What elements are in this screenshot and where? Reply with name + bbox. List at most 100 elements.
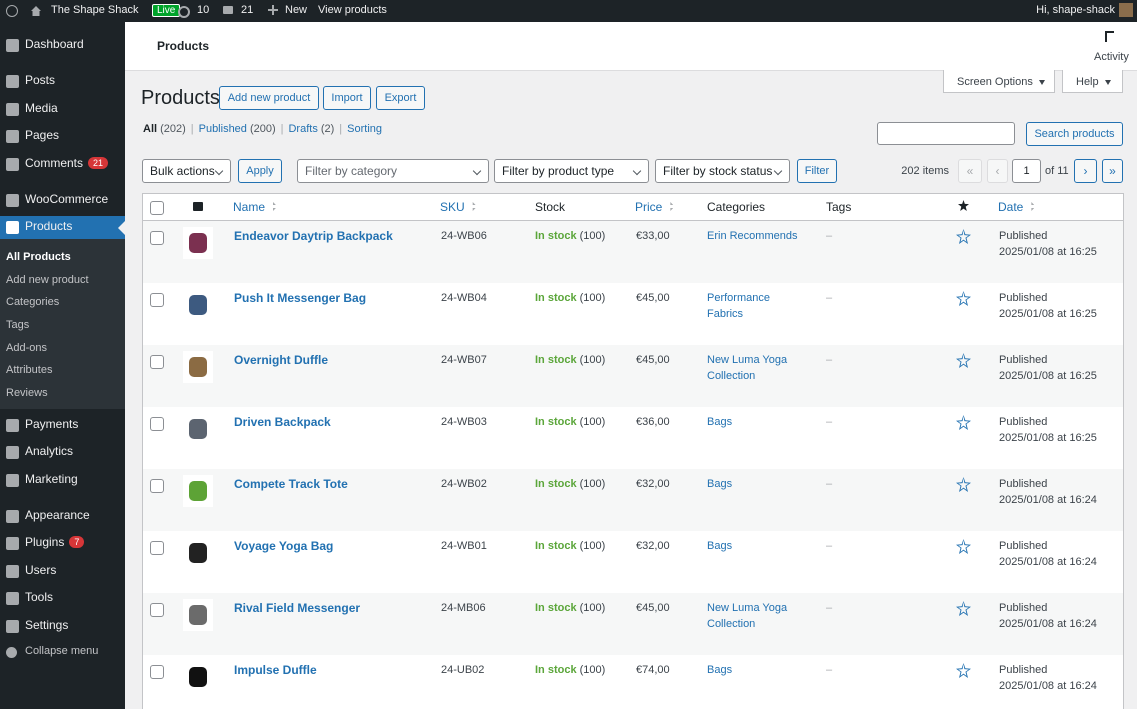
- row-checkbox[interactable]: [150, 355, 164, 369]
- caret: [1104, 80, 1111, 85]
- menu-item[interactable]: Pages: [25, 128, 59, 142]
- product-thumbnail[interactable]: [183, 537, 213, 569]
- last-page[interactable]: »: [1102, 159, 1123, 183]
- product-thumbnail[interactable]: [183, 227, 213, 259]
- select-all[interactable]: [150, 201, 164, 215]
- updates-icon[interactable]: [178, 6, 190, 18]
- new-plus[interactable]: [268, 5, 278, 15]
- menu-item[interactable]: Analytics: [25, 444, 73, 458]
- column-header[interactable]: Price: [635, 200, 674, 214]
- site-name[interactable]: The Shape Shack: [51, 4, 139, 16]
- product-thumbnail[interactable]: [183, 661, 213, 693]
- view-link[interactable]: Sorting: [347, 123, 382, 135]
- first-page[interactable]: «: [958, 159, 982, 183]
- product-name[interactable]: Endeavor Daytrip Backpack: [234, 229, 393, 243]
- categories[interactable]: Bags: [707, 416, 733, 428]
- view-link[interactable]: Published: [198, 123, 247, 135]
- submenu-item[interactable]: Attributes: [6, 364, 53, 376]
- categories[interactable]: Erin Recommends: [707, 230, 798, 242]
- row-checkbox[interactable]: [150, 417, 164, 431]
- filter-button[interactable]: Filter: [797, 159, 837, 183]
- screen-options[interactable]: Screen Options: [943, 70, 1055, 93]
- row-checkbox[interactable]: [150, 231, 164, 245]
- column-header[interactable]: Name: [233, 200, 277, 214]
- menu-item[interactable]: Tools: [25, 590, 53, 604]
- row-checkbox[interactable]: [150, 665, 164, 679]
- stock: In stock (100): [535, 602, 605, 614]
- product-name[interactable]: Overnight Duffle: [234, 353, 329, 367]
- collapse-menu[interactable]: Collapse menu: [25, 645, 99, 657]
- submenu-item[interactable]: Add-ons: [6, 342, 47, 354]
- page-button[interactable]: Export: [376, 86, 425, 110]
- help[interactable]: Help: [1062, 70, 1123, 93]
- page-button[interactable]: Add new product: [219, 86, 319, 110]
- categories[interactable]: Performance Fabrics: [707, 292, 770, 320]
- activity[interactable]: Activity: [1094, 51, 1129, 63]
- greeting[interactable]: Hi, shape-shack: [1036, 4, 1115, 16]
- product-thumbnail[interactable]: [183, 475, 213, 507]
- wp-logo[interactable]: [6, 5, 18, 17]
- categories[interactable]: Bags: [707, 478, 733, 490]
- menu-item[interactable]: Comments 21: [25, 156, 109, 170]
- submenu-item[interactable]: Categories: [6, 296, 60, 308]
- date: 2025/01/08 at 16:25: [999, 308, 1097, 320]
- product-name[interactable]: Driven Backpack: [234, 415, 331, 429]
- submenu-item[interactable]: All Products: [6, 251, 71, 263]
- row-checkbox[interactable]: [150, 603, 164, 617]
- row-checkbox[interactable]: [150, 479, 164, 493]
- view-products[interactable]: View products: [318, 4, 387, 16]
- filter-category[interactable]: Filter by category: [297, 159, 489, 183]
- view-link[interactable]: Drafts: [288, 123, 318, 135]
- menu-item[interactable]: Dashboard: [25, 37, 84, 51]
- menu-item[interactable]: WooCommerce: [25, 192, 108, 206]
- categories[interactable]: Bags: [707, 664, 733, 676]
- submenu-item[interactable]: Add new product: [6, 274, 89, 286]
- prev-page[interactable]: ‹: [987, 159, 1008, 183]
- menu-item[interactable]: Plugins 7: [25, 535, 85, 549]
- product-thumbnail[interactable]: [183, 351, 213, 383]
- product-thumbnail[interactable]: [183, 599, 213, 631]
- view-link[interactable]: All: [143, 123, 158, 135]
- categories[interactable]: New Luma Yoga Collection: [707, 354, 788, 382]
- menu-label: Tools: [25, 590, 54, 604]
- menu-item[interactable]: Settings: [25, 618, 68, 632]
- new-link[interactable]: New: [285, 4, 308, 16]
- search-button[interactable]: Search products: [1026, 122, 1123, 146]
- apply[interactable]: Apply: [238, 159, 282, 183]
- product-thumbnail[interactable]: [183, 289, 213, 321]
- activity-icon[interactable]: [1105, 31, 1114, 42]
- product-name[interactable]: Rival Field Messenger: [234, 601, 361, 615]
- menu-item[interactable]: Users: [25, 563, 56, 577]
- updates-count[interactable]: 10: [197, 4, 210, 16]
- page-button[interactable]: Import: [323, 86, 371, 110]
- menu-item[interactable]: Products: [25, 219, 72, 233]
- row-checkbox[interactable]: [150, 293, 164, 307]
- bulk-actions[interactable]: Bulk actions: [142, 159, 231, 183]
- product-name[interactable]: Compete Track Tote: [234, 477, 348, 491]
- menu-item[interactable]: Appearance: [25, 508, 90, 522]
- search-input[interactable]: [877, 122, 1015, 145]
- menu-item[interactable]: Posts: [25, 73, 55, 87]
- column-header[interactable]: Date: [998, 200, 1035, 214]
- categories[interactable]: Bags: [707, 540, 733, 552]
- next-page[interactable]: ›: [1074, 159, 1097, 183]
- row-checkbox[interactable]: [150, 541, 164, 555]
- filter-type[interactable]: Filter by product type: [494, 159, 649, 183]
- home-icon[interactable]: [31, 6, 41, 16]
- avatar[interactable]: [1119, 3, 1133, 17]
- product-name[interactable]: Push It Messenger Bag: [234, 291, 367, 305]
- current-page[interactable]: 1: [1012, 159, 1041, 183]
- submenu-item[interactable]: Reviews: [6, 387, 48, 399]
- menu-item[interactable]: Media: [25, 101, 58, 115]
- product-thumbnail[interactable]: [183, 413, 213, 445]
- categories[interactable]: New Luma Yoga Collection: [707, 602, 788, 630]
- filter-stock[interactable]: Filter by stock status: [655, 159, 790, 183]
- column-header[interactable]: SKU: [440, 200, 476, 214]
- product-name[interactable]: Impulse Duffle: [234, 663, 317, 677]
- product-name[interactable]: Voyage Yoga Bag: [234, 539, 334, 553]
- submenu-item[interactable]: Tags: [6, 319, 30, 331]
- comments-count[interactable]: 21: [241, 4, 254, 16]
- comments-icon[interactable]: [223, 6, 233, 14]
- menu-item[interactable]: Marketing: [25, 472, 78, 486]
- menu-item[interactable]: Payments: [25, 417, 78, 431]
